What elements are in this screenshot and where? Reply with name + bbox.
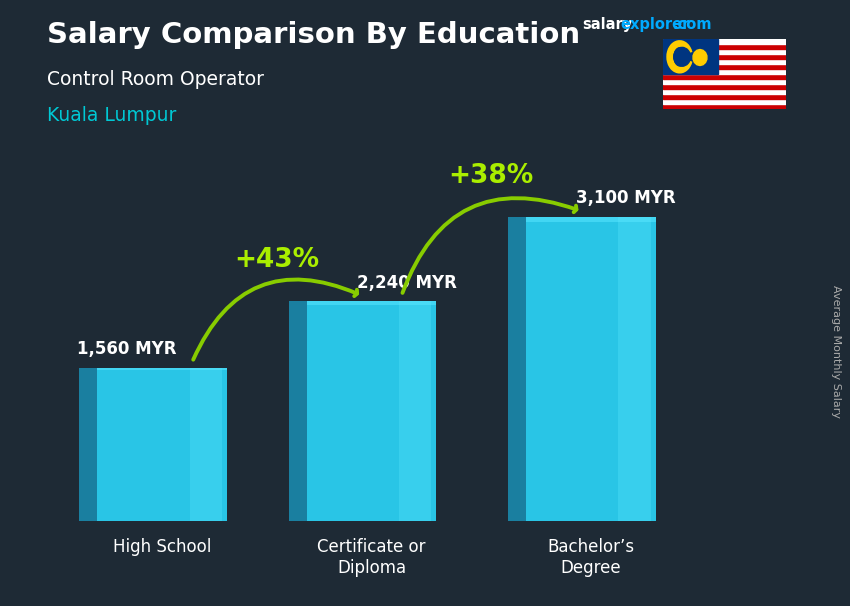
Bar: [663, 79, 786, 84]
Bar: [619, 217, 651, 521]
Bar: [663, 55, 786, 59]
Text: +43%: +43%: [235, 247, 320, 273]
Text: 1,560 MYR: 1,560 MYR: [77, 341, 177, 358]
Bar: [663, 69, 786, 75]
Text: Salary Comparison By Education: Salary Comparison By Education: [47, 21, 580, 49]
Circle shape: [674, 47, 690, 66]
Bar: [79, 368, 98, 521]
Bar: [289, 301, 307, 521]
Bar: [663, 59, 786, 64]
Text: 2,240 MYR: 2,240 MYR: [357, 273, 456, 291]
Bar: [526, 217, 656, 521]
Text: Control Room Operator: Control Room Operator: [47, 70, 264, 88]
Text: Average Monthly Salary: Average Monthly Salary: [830, 285, 841, 418]
Bar: [526, 217, 656, 222]
Bar: [663, 84, 786, 89]
Text: explorer: explorer: [620, 17, 690, 32]
Text: salary: salary: [582, 17, 632, 32]
Bar: [663, 89, 786, 94]
Bar: [663, 75, 786, 79]
Text: +38%: +38%: [449, 163, 534, 189]
Bar: [663, 44, 786, 49]
Bar: [399, 301, 432, 521]
Bar: [98, 368, 227, 521]
Bar: [663, 39, 718, 75]
Bar: [508, 217, 526, 521]
Text: Kuala Lumpur: Kuala Lumpur: [47, 106, 176, 125]
Bar: [307, 301, 436, 305]
Bar: [307, 301, 436, 521]
Bar: [663, 49, 786, 55]
Bar: [98, 368, 227, 370]
Bar: [663, 94, 786, 99]
Text: 3,100 MYR: 3,100 MYR: [576, 189, 676, 207]
Bar: [663, 104, 786, 109]
Bar: [190, 368, 222, 521]
Bar: [663, 99, 786, 104]
Bar: [663, 39, 786, 44]
Text: .com: .com: [672, 17, 711, 32]
Bar: [663, 64, 786, 69]
